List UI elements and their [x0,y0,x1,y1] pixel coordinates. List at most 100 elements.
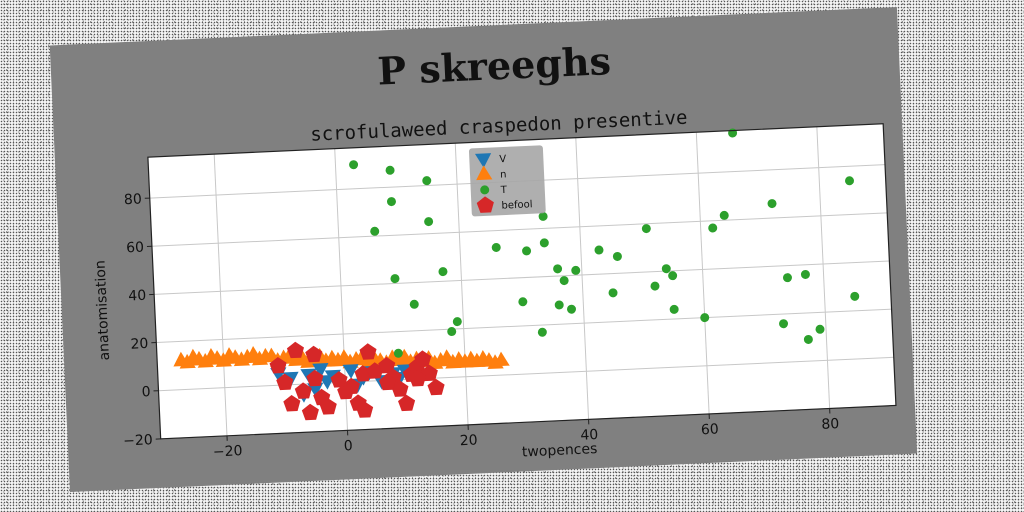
x-gridline [213,154,228,436]
data-point [661,264,671,274]
y-axis-label: anatomisation [93,260,114,361]
figure-panel: P skreeghs scrofulaweed craspedon presen… [49,7,918,493]
x-gridline [816,126,831,409]
data-point [522,246,532,256]
data-point [312,363,329,378]
x-tick-label: 40 [580,427,599,444]
data-point [476,165,493,181]
y-tick-label: 20 [130,336,149,353]
data-point [491,242,501,252]
data-point [782,273,792,283]
data-point [390,274,400,284]
y-gridline [156,308,892,344]
data-point [474,153,492,168]
chart-title: P skreeghs [376,38,611,94]
data-point [815,324,825,334]
series-T [349,128,860,358]
x-gridline [575,137,590,420]
data-point [342,377,360,395]
data-point [612,251,622,261]
data-point [594,245,604,255]
legend-label: n [500,169,507,180]
data-point [493,351,510,367]
x-tick-label: −20 [213,443,243,460]
plot-area: −20 0 20 40 60 80 −20 0 20 40 60 80 twopences anatomi… [93,123,897,460]
data-point [669,304,679,314]
data-point [306,369,324,387]
data-point [305,345,323,363]
plot-frame [147,123,897,440]
x-tick-label: 80 [821,416,840,433]
data-point [424,217,434,227]
y-gridline [151,212,888,247]
data-point [276,373,294,391]
data-point [356,401,374,418]
data-point [476,196,494,213]
data-point [414,350,432,367]
data-point [366,362,384,379]
data-point [370,226,380,236]
data-point [409,299,419,309]
data-point [554,300,564,310]
data-point [378,373,397,391]
x-tick-label: 20 [460,432,479,449]
data-point [571,265,581,275]
data-point [850,291,860,301]
data-point [608,288,618,298]
data-point [330,371,348,388]
legend-label: T [500,185,508,196]
y-gridline [154,260,890,295]
data-point [385,165,395,175]
data-point [447,327,457,337]
data-point [767,199,777,209]
data-point [803,334,813,344]
data-point [301,403,319,421]
legend-label: befool [501,199,533,211]
data-point [518,297,528,307]
data-point [708,223,718,233]
data-point [650,281,660,291]
data-point [286,341,304,359]
data-point [537,327,547,337]
data-point [800,269,810,279]
data-point [378,356,396,374]
data-point [438,267,448,277]
data-point [342,364,359,379]
data-point [641,224,651,234]
data-point [386,197,396,207]
data-point [700,313,710,323]
data-point [559,276,569,286]
data-point [319,398,337,415]
legend-label: V [499,154,506,165]
y-tick-label: 80 [124,191,143,208]
y-tick-label: −20 [123,432,153,449]
series-befool [269,341,445,421]
data-point [393,348,403,358]
data-point [409,369,427,387]
data-point [359,343,377,360]
data-point [844,176,854,186]
data-point [391,380,409,397]
data-point [294,382,312,399]
data-point [779,319,789,329]
data-point [398,394,416,412]
data-point [553,264,563,274]
data-point [427,378,445,396]
data-point [283,394,301,412]
y-tick-label: 40 [128,288,147,305]
data-point [480,185,490,195]
data-point [269,356,287,374]
x-tick-label: 60 [701,422,720,439]
data-point [538,211,548,221]
data-point [349,160,359,170]
data-point [668,271,678,281]
data-point [452,317,462,327]
x-gridline [695,132,710,414]
y-tick-label: 0 [141,384,151,400]
data-point [422,176,432,186]
data-point [307,382,324,398]
x-axis-label: twopences [522,441,598,460]
x-tick-label: 0 [343,438,353,454]
